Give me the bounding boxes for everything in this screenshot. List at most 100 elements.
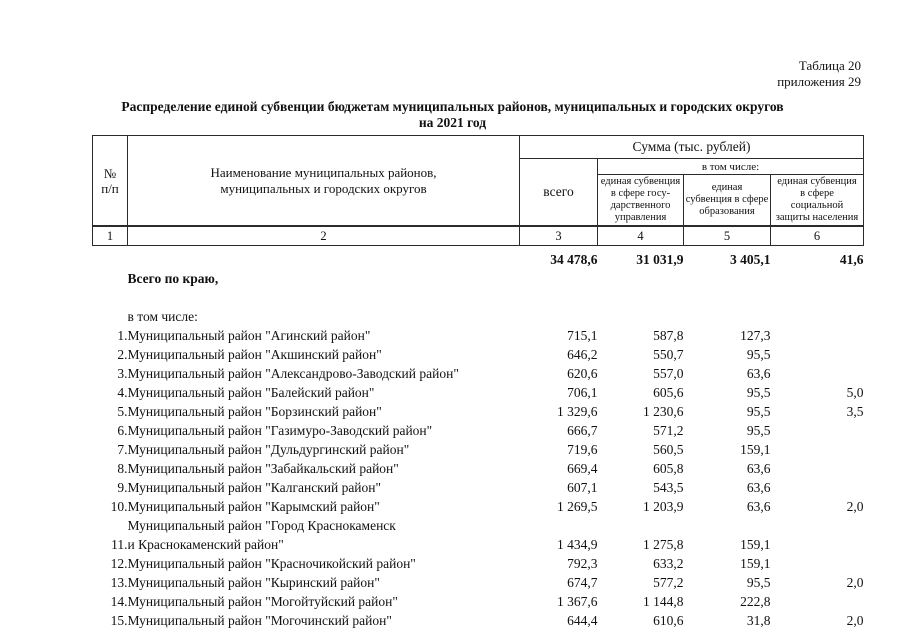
total-value: 715,1: [567, 328, 598, 343]
gov-subvention-value: 571,2: [653, 423, 684, 438]
education-subvention-value: 63,6: [746, 461, 771, 476]
total-value: 1 434,9: [557, 537, 598, 552]
social-subvention-value: [771, 345, 864, 364]
column-index-5: 5: [683, 225, 771, 246]
gov-subvention-value: 560,5: [653, 442, 684, 457]
total-value: 674,7: [567, 575, 598, 590]
education-subvention-value: 159,1: [740, 537, 771, 552]
social-subvention-value: [771, 459, 864, 478]
table-row: 7. Муниципальный район "Дульдургинский р…: [93, 440, 864, 459]
gov-subvention-value: 550,7: [653, 347, 684, 362]
table-row: 8. Муниципальный район "Забайкальский ра…: [93, 459, 864, 478]
total-value: 646,2: [567, 347, 598, 362]
education-subvention-value: 95,5: [746, 575, 771, 590]
column-index-4: 4: [597, 225, 684, 246]
row-number: 9.: [117, 480, 128, 495]
document-title-line1: Распределение единой субвенции бюджетам …: [121, 99, 784, 114]
gov-subvention-value: 633,2: [653, 556, 684, 571]
gov-subvention-value: 1 230,6: [643, 404, 684, 419]
total-value: 669,4: [567, 461, 598, 476]
table-row: 13. Муниципальный район "Кыринский район…: [93, 573, 864, 592]
municipality-name: Муниципальный район "Акшинский район": [127, 347, 382, 362]
row-number: 14.: [110, 594, 128, 609]
column-index-1: 1: [92, 225, 128, 246]
municipality-name: Муниципальный район "Агинский район": [127, 328, 371, 343]
education-subvention-value: 95,5: [746, 385, 771, 400]
row-number: 10.: [110, 499, 128, 514]
total-value: 1 367,6: [557, 594, 598, 609]
total-value: 792,3: [567, 556, 598, 571]
gov-subvention-value: 605,6: [653, 385, 684, 400]
municipality-name: Муниципальный район "Александрово-Заводс…: [127, 366, 459, 381]
education-subvention-value: 95,5: [746, 423, 771, 438]
column-index-6: 6: [770, 225, 864, 246]
table-row: 6. Муниципальный район "Газимуро-Заводск…: [93, 421, 864, 440]
header-social-subvention: единая субвенция в сфере социальной защи…: [770, 174, 864, 227]
municipality-name: Муниципальный район "Кыринский район": [127, 575, 380, 590]
column-index-3: 3: [519, 225, 598, 246]
row-number: 11.: [111, 537, 128, 552]
row-number: 3.: [117, 366, 128, 381]
document-title-line2: на 2021 год: [418, 115, 487, 130]
header-municipality-name: Наименование муниципальных районов, муни…: [127, 135, 520, 227]
education-subvention-value: 63,6: [746, 480, 771, 495]
municipality-name: Муниципальный район "Город Краснокаменск…: [127, 518, 396, 552]
municipality-name: Муниципальный район "Дульдургинский райо…: [127, 442, 410, 457]
social-subvention-value: [771, 421, 864, 440]
gov-subvention-value: 1 275,8: [643, 537, 684, 552]
gov-subvention-value: 1 203,9: [643, 499, 684, 514]
social-subvention-value: [771, 554, 864, 573]
total-row-label: Всего по краю, в том числе:: [128, 246, 520, 327]
gov-subvention-value: 587,8: [653, 328, 684, 343]
social-subvention-value: [771, 326, 864, 345]
row-number: 12.: [110, 556, 128, 571]
gov-subvention-value: 610,6: [653, 613, 684, 628]
education-subvention-value: 95,5: [746, 404, 771, 419]
education-subvention-value: 127,3: [740, 328, 771, 343]
row-number: 7.: [117, 442, 128, 457]
social-subvention-value: 5,0: [846, 385, 864, 400]
row-number: 5.: [117, 404, 128, 419]
social-subvention-value: [771, 592, 864, 611]
education-subvention-value: 63,6: [746, 499, 771, 514]
header-sum: Сумма (тыс. рублей): [519, 135, 864, 159]
total-value: 607,1: [567, 480, 598, 495]
table-row: 12. Муниципальный район "Красночикойский…: [93, 554, 864, 573]
total-value: 1 329,6: [557, 404, 598, 419]
table-row: 1. Муниципальный район "Агинский район" …: [93, 326, 864, 345]
table-header: № п/п Наименование муниципальных районов…: [92, 135, 864, 246]
gov-subvention-value: 543,5: [653, 480, 684, 495]
document-title: Распределение единой субвенции бюджетам …: [0, 99, 905, 131]
municipality-name: Муниципальный район "Забайкальский район…: [127, 461, 399, 476]
gov-subvention-value: 557,0: [653, 366, 684, 381]
total-row: Всего по краю, в том числе: 34 478,6 31 …: [93, 246, 864, 327]
header-education-subvention: единая субвенция в сфере образования: [683, 174, 771, 227]
row-number: 6.: [117, 423, 128, 438]
table-reference-note: Таблица 20 приложения 29: [777, 58, 861, 89]
education-subvention-value: 31,8: [746, 613, 771, 628]
municipality-name: Муниципальный район "Карымский район": [127, 499, 380, 514]
column-index-2: 2: [127, 225, 520, 246]
municipality-name: Муниципальный район "Красночикойский рай…: [127, 556, 416, 571]
social-subvention-value: [771, 478, 864, 497]
total-value: 719,6: [567, 442, 598, 457]
municipality-name: Муниципальный район "Газимуро-Заводский …: [127, 423, 433, 438]
social-subvention-value: 3,5: [846, 404, 864, 419]
total-row-number-cell: [93, 246, 128, 327]
header-including: в том числе:: [597, 158, 864, 175]
table-row: 2. Муниципальный район "Акшинский район"…: [93, 345, 864, 364]
table-body: Всего по краю, в том числе: 34 478,6 31 …: [93, 246, 864, 631]
municipality-name: Муниципальный район "Могочинский район": [127, 613, 392, 628]
header-row-number: № п/п: [92, 135, 128, 227]
table-row: 11. Муниципальный район "Город Краснокам…: [93, 516, 864, 554]
municipality-name: Муниципальный район "Могойтуйский район": [127, 594, 398, 609]
table-row: 15. Муниципальный район "Могочинский рай…: [93, 611, 864, 630]
total-value: 706,1: [567, 385, 598, 400]
social-subvention-value: [771, 364, 864, 383]
total-row-gov-value: 31 031,9: [636, 252, 684, 267]
table-row: 3. Муниципальный район "Александрово-Зав…: [93, 364, 864, 383]
social-subvention-value: 2,0: [846, 613, 864, 628]
row-number: 2.: [117, 347, 128, 362]
gov-subvention-value: 577,2: [653, 575, 684, 590]
